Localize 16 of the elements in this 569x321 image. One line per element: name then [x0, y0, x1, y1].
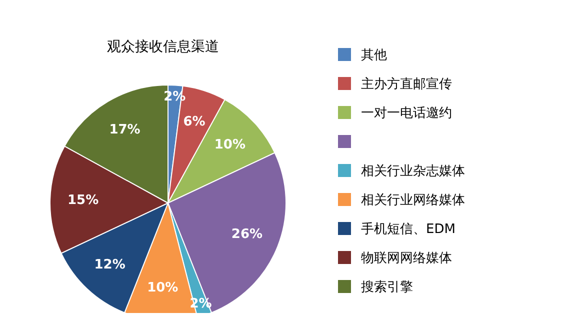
data-label: 15% [68, 192, 99, 208]
legend-label: 主办方直邮宣传 [361, 76, 452, 92]
legend-label: 相关行业网络媒体 [361, 192, 465, 208]
data-label: 12% [94, 257, 126, 272]
legend-label: 一对一电话邀约 [361, 104, 452, 122]
chart-title: 观众接收信息渠道 [106, 38, 220, 56]
data-label: 26% [231, 226, 263, 242]
data-label: 17% [109, 122, 140, 138]
legend-label: 相关行业杂志媒体 [361, 162, 465, 180]
data-label: 10% [147, 280, 178, 296]
legend-label: 手机短信、EDM [361, 220, 456, 238]
legend-label: 搜索引擎 [361, 278, 413, 296]
data-label: 6% [183, 114, 206, 130]
legend-label: 其他 [361, 46, 387, 64]
data-label: 10% [214, 137, 246, 152]
legend-label: 物联网网络媒体 [361, 250, 452, 266]
